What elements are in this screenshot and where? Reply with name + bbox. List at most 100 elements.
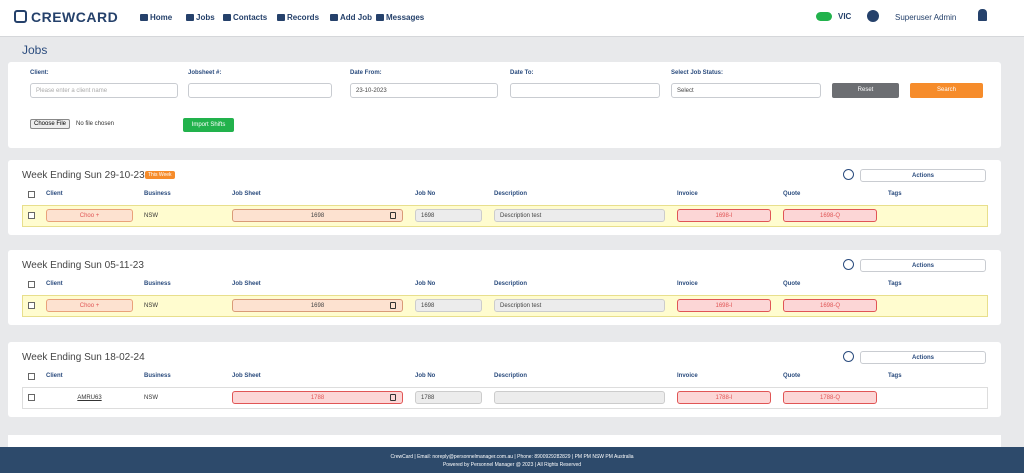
row-field[interactable]: 1698 xyxy=(415,209,482,222)
week-title: Week Ending Sun 05-11-23 xyxy=(22,260,144,271)
business-text: NSW xyxy=(144,213,158,219)
nav-icon xyxy=(186,14,194,21)
column-header: Job No xyxy=(415,373,436,379)
nav-icon xyxy=(277,14,285,21)
footer-line: Powered by Personnel Manager @ 2023 | Al… xyxy=(442,462,582,468)
row-field[interactable]: 1788 xyxy=(232,391,403,404)
row-field[interactable]: Choo + xyxy=(46,209,133,222)
row-field[interactable]: 1698 xyxy=(232,209,403,222)
info-icon[interactable] xyxy=(843,351,854,362)
checkbox[interactable] xyxy=(28,281,35,288)
column-header: Job Sheet xyxy=(232,281,261,287)
actions-dropdown[interactable]: Actions xyxy=(860,169,986,182)
column-header: Business xyxy=(144,191,171,197)
filter-input[interactable]: 23-10-2023 xyxy=(350,83,498,98)
nav-link[interactable]: Contacts xyxy=(223,13,267,22)
nav-icon xyxy=(376,14,384,21)
actions-dropdown[interactable]: Actions xyxy=(860,259,986,272)
column-header: Tags xyxy=(888,191,902,197)
sheet-icon[interactable] xyxy=(390,212,396,219)
info-icon[interactable] xyxy=(843,169,854,180)
row-field[interactable]: Choo + xyxy=(46,299,133,312)
sheet-icon[interactable] xyxy=(390,394,396,401)
column-header: Quote xyxy=(783,191,801,197)
row-field[interactable]: AMRU63 xyxy=(46,391,133,404)
filter-label: Jobsheet #: xyxy=(188,70,222,76)
nav-text: Messages xyxy=(386,13,425,22)
row-field[interactable]: 1698-I xyxy=(677,209,771,222)
column-header: Job No xyxy=(415,191,436,197)
nav-link[interactable]: Messages xyxy=(376,13,424,22)
user-icon[interactable] xyxy=(978,9,987,21)
region: VIC xyxy=(838,12,852,21)
filter-label: Date To: xyxy=(510,70,534,76)
user-menu[interactable]: Superuser Admin xyxy=(895,13,957,22)
filter-label: Date From: xyxy=(350,70,382,76)
page-title: Jobs xyxy=(22,43,48,57)
column-header: Tags xyxy=(888,281,902,287)
nav-link[interactable]: Add Job xyxy=(330,13,372,22)
info-icon[interactable] xyxy=(843,259,854,270)
row-field[interactable]: 1698 xyxy=(232,299,403,312)
search-button[interactable]: Search xyxy=(910,83,983,98)
week-title: Week Ending Sun 18-02-24 xyxy=(22,352,145,363)
column-header: Description xyxy=(494,373,528,379)
footer: CrewCard | Email: noreply@personnelmanag… xyxy=(0,447,1024,473)
column-header: Invoice xyxy=(677,373,698,379)
brand: CREWCARD xyxy=(31,9,119,25)
nav-link[interactable]: Home xyxy=(140,13,172,22)
nav-icon xyxy=(140,14,148,21)
row-field[interactable] xyxy=(494,391,665,404)
column-header: Client xyxy=(46,373,63,379)
nav-text: Home xyxy=(150,13,173,22)
settings-icon[interactable] xyxy=(867,10,879,22)
toggle[interactable] xyxy=(816,12,832,21)
business-text: NSW xyxy=(144,303,158,309)
row-field[interactable]: 1698-I xyxy=(677,299,771,312)
column-header: Invoice xyxy=(677,281,698,287)
file-button[interactable]: Choose File xyxy=(30,119,71,129)
row-field[interactable]: 1698-Q xyxy=(783,209,877,222)
checkbox[interactable] xyxy=(28,373,35,380)
column-header: Invoice xyxy=(677,191,698,197)
brand-icon xyxy=(14,10,27,23)
column-header: Business xyxy=(144,281,171,287)
checkbox[interactable] xyxy=(28,394,35,401)
filter-label: Client: xyxy=(30,70,49,76)
column-header: Client xyxy=(46,191,63,197)
row-field[interactable]: Description test xyxy=(494,209,665,222)
column-header: Quote xyxy=(783,373,801,379)
week-title: Week Ending Sun 29-10-23 xyxy=(22,170,145,181)
filter-input[interactable]: Select xyxy=(671,83,821,98)
filter-input[interactable]: Please enter a client name xyxy=(30,83,178,98)
filter-panel xyxy=(8,62,1001,148)
row-field[interactable]: 1788-Q xyxy=(783,391,877,404)
column-header: Client xyxy=(46,281,63,287)
row-field[interactable]: 1788 xyxy=(415,391,482,404)
nav-icon xyxy=(223,14,231,21)
reset-button[interactable]: Reset xyxy=(832,83,899,98)
navbar: CREWCARD VIC Superuser Admin Home Jobs Con… xyxy=(0,0,1024,37)
import-button[interactable]: Import Shifts xyxy=(183,118,234,132)
column-header: Description xyxy=(494,281,528,287)
actions-dropdown[interactable]: Actions xyxy=(860,351,986,364)
row-field[interactable]: 1788-I xyxy=(677,391,771,404)
filter-input[interactable] xyxy=(510,83,660,98)
row-field[interactable]: Description test xyxy=(494,299,665,312)
sheet-icon[interactable] xyxy=(390,302,396,309)
business-text: NSW xyxy=(144,395,158,401)
column-header: Job Sheet xyxy=(232,373,261,379)
nav-link[interactable]: Jobs xyxy=(186,13,215,22)
filter-input[interactable] xyxy=(188,83,332,98)
column-header: Description xyxy=(494,191,528,197)
week-badge: This Week xyxy=(145,171,175,179)
checkbox[interactable] xyxy=(28,212,35,219)
row-field[interactable]: 1698 xyxy=(415,299,482,312)
checkbox[interactable] xyxy=(28,302,35,309)
checkbox[interactable] xyxy=(28,191,35,198)
file-status: No file chosen xyxy=(76,121,115,127)
row-field[interactable]: 1698-Q xyxy=(783,299,877,312)
nav-link[interactable]: Records xyxy=(277,13,319,22)
column-header: Quote xyxy=(783,281,801,287)
